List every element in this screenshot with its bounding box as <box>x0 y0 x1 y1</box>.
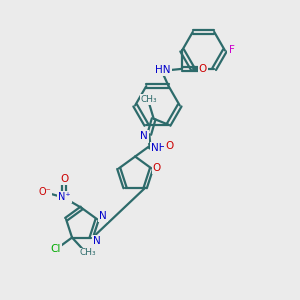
Text: CH₃: CH₃ <box>79 248 96 257</box>
Text: N: N <box>99 211 107 221</box>
Text: Cl: Cl <box>50 244 61 254</box>
Text: O: O <box>60 174 68 184</box>
Text: O: O <box>199 64 207 74</box>
Text: N: N <box>93 236 101 246</box>
Text: N⁺: N⁺ <box>58 192 71 202</box>
Text: NH: NH <box>151 142 167 153</box>
Text: O: O <box>153 164 161 173</box>
Text: O⁻: O⁻ <box>39 187 52 197</box>
Text: F: F <box>229 45 234 56</box>
Text: HN: HN <box>155 65 170 75</box>
Text: N: N <box>140 131 148 141</box>
Text: CH₃: CH₃ <box>141 95 158 104</box>
Text: O: O <box>166 141 174 151</box>
